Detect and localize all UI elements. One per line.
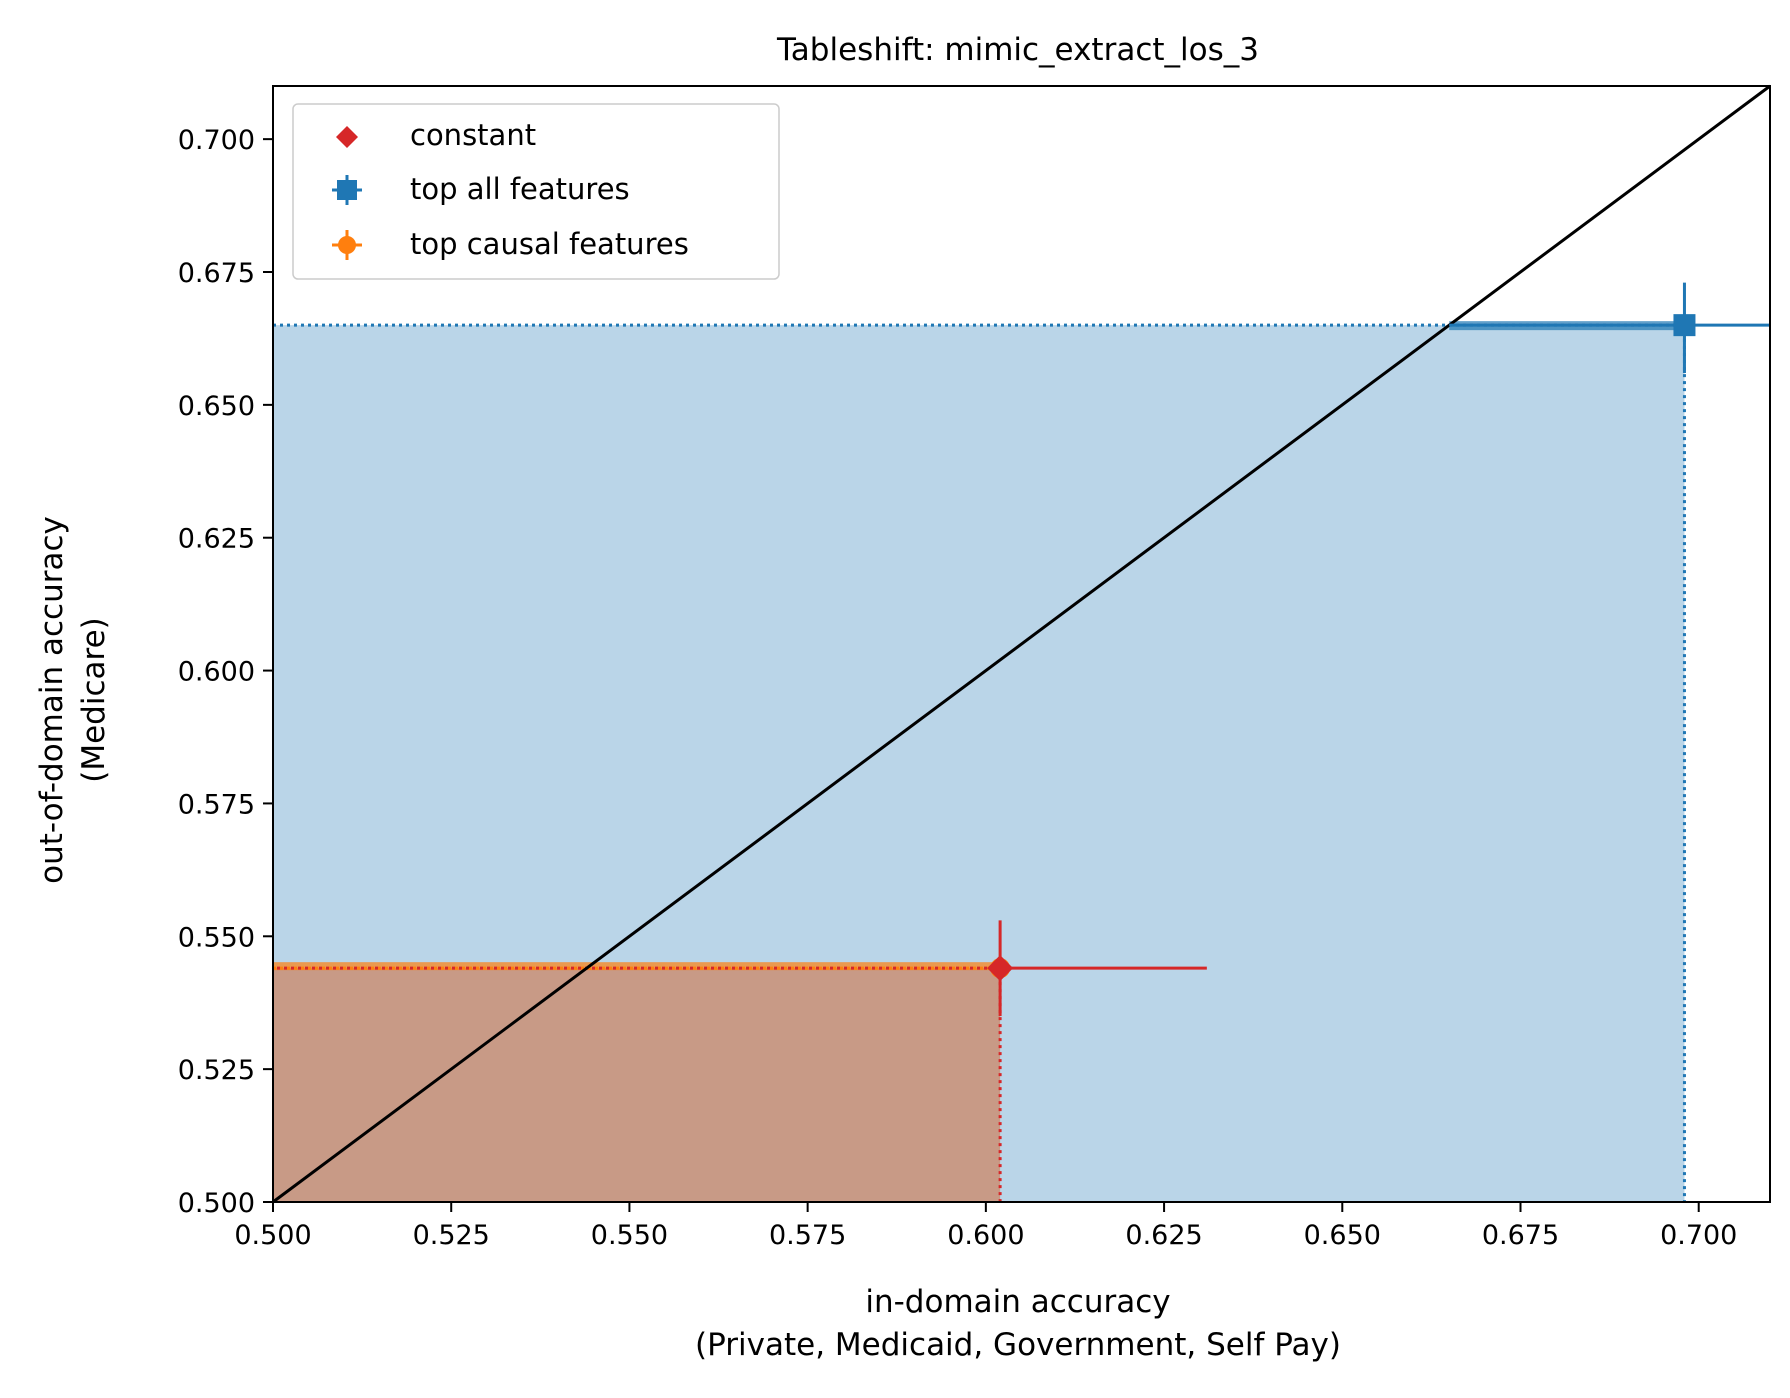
legend: constant top all features top causal fea…	[292, 103, 780, 280]
y-axis: 0.500 0.525 0.550 0.575 0.600 0.625 0.650 0.675…	[178, 125, 273, 1219]
legend-label-top-causal-features: top causal features	[410, 227, 689, 261]
y-tick-label-7: 0.675	[178, 258, 255, 289]
point-constant	[987, 955, 1014, 982]
y-tick-label-2: 0.550	[178, 922, 255, 953]
point-top-all-features	[1673, 314, 1696, 337]
y-tick-label-4: 0.600	[178, 657, 255, 688]
plot-frame	[272, 85, 1771, 1203]
legend-entry-constant: constant	[336, 118, 536, 152]
legend-circle-top-causal-features	[338, 236, 356, 254]
legend-marker-top-all-features	[332, 175, 362, 205]
x-tick-label-3: 0.575	[769, 1220, 846, 1251]
region-constant	[273, 968, 1001, 1202]
chart-title: Tableshift: mimic_extract_los_3	[776, 32, 1259, 68]
legend-label-top-all-features: top all features	[410, 172, 630, 206]
y-tick-label-5: 0.625	[178, 524, 255, 555]
diagonal-layer	[272, 84, 1771, 1204]
x-axis: 0.500 0.525 0.550 0.575 0.600 0.625 0.650 0.675…	[234, 1202, 1737, 1251]
band-top-causal-features	[273, 962, 1001, 971]
x-tick-label-0: 0.500	[234, 1220, 311, 1251]
x-tick-label-1: 0.525	[413, 1220, 490, 1251]
y-axis-label-line2: (Medicare)	[76, 617, 112, 782]
legend-square-top-all-features	[337, 180, 357, 200]
x-axis-label-line1: in-domain accuracy	[865, 1284, 1170, 1320]
y-tick-label-0: 0.500	[178, 1188, 255, 1219]
legend-marker-constant	[336, 126, 358, 148]
y-axis-label-line1: out-of-domain accuracy	[34, 516, 70, 884]
legend-marker-top-causal-features	[332, 230, 362, 260]
x-tick-label-4: 0.600	[947, 1220, 1024, 1251]
y-tick-label-3: 0.575	[178, 789, 255, 820]
fill-layer	[273, 321, 1685, 1203]
x-tick-label-6: 0.650	[1304, 1220, 1381, 1251]
legend-box	[292, 103, 780, 280]
y-tick-label-1: 0.525	[178, 1055, 255, 1086]
marker-layer	[987, 282, 1770, 1016]
x-tick-label-2: 0.550	[591, 1220, 668, 1251]
legend-entry-top-all-features: top all features	[332, 172, 630, 206]
x-tick-label-8: 0.700	[1660, 1220, 1737, 1251]
x-axis-label-line2: (Private, Medicaid, Government, Self Pay…	[695, 1327, 1341, 1363]
y-tick-label-6: 0.650	[178, 391, 255, 422]
x-tick-label-7: 0.675	[1482, 1220, 1559, 1251]
y-tick-label-8: 0.700	[178, 125, 255, 156]
legend-entry-top-causal-features: top causal features	[332, 227, 689, 261]
diagonal-line	[272, 84, 1771, 1204]
legend-label-constant: constant	[410, 118, 536, 152]
x-tick-label-5: 0.625	[1125, 1220, 1202, 1251]
